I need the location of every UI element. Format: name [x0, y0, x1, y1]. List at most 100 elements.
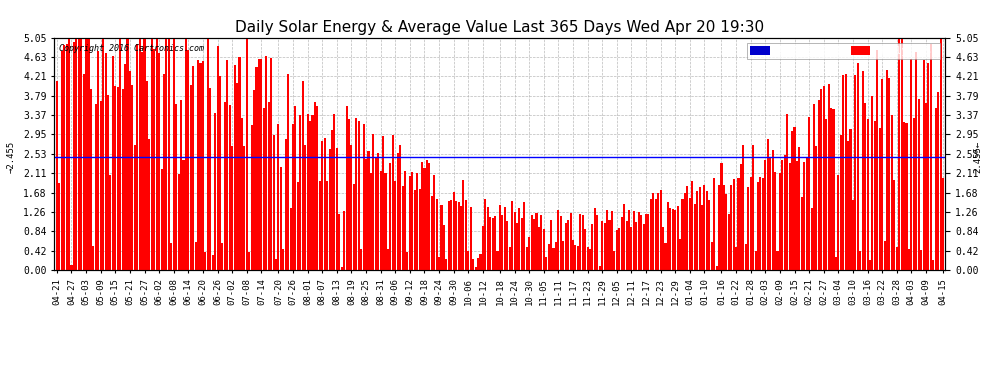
Bar: [107, 95, 109, 270]
Bar: [112, 56, 114, 270]
Bar: [452, 192, 454, 270]
Bar: [250, 125, 252, 270]
Bar: [319, 181, 321, 270]
Bar: [803, 162, 805, 270]
Bar: [163, 74, 165, 270]
Bar: [414, 190, 416, 270]
Bar: [516, 223, 518, 270]
Bar: [903, 122, 905, 270]
Bar: [372, 134, 374, 270]
Bar: [604, 223, 606, 270]
Bar: [938, 92, 940, 270]
Bar: [888, 78, 890, 270]
Bar: [908, 249, 910, 270]
Bar: [731, 185, 733, 270]
Bar: [324, 138, 326, 270]
Bar: [73, 42, 75, 270]
Bar: [277, 124, 279, 270]
Bar: [930, 44, 932, 270]
Bar: [172, 38, 175, 270]
Bar: [713, 178, 715, 270]
Bar: [265, 56, 267, 270]
Bar: [791, 131, 793, 270]
Bar: [426, 160, 428, 270]
Bar: [594, 209, 596, 270]
Bar: [92, 246, 94, 270]
Bar: [742, 145, 744, 270]
Bar: [248, 252, 250, 270]
Bar: [224, 102, 226, 270]
Bar: [609, 220, 611, 270]
Bar: [474, 267, 476, 270]
Bar: [798, 147, 801, 270]
Bar: [365, 159, 367, 270]
Bar: [462, 180, 464, 270]
Bar: [541, 215, 543, 270]
Bar: [168, 38, 170, 270]
Bar: [519, 208, 521, 270]
Bar: [236, 83, 238, 270]
Legend: Average  ($), Daily  ($): Average ($), Daily ($): [747, 43, 940, 59]
Bar: [447, 201, 449, 270]
Bar: [312, 115, 314, 270]
Bar: [879, 128, 881, 270]
Bar: [297, 182, 299, 270]
Bar: [830, 108, 832, 270]
Bar: [813, 104, 815, 270]
Bar: [555, 242, 557, 270]
Bar: [586, 247, 589, 270]
Bar: [492, 218, 494, 270]
Bar: [209, 88, 211, 270]
Bar: [623, 204, 625, 270]
Bar: [828, 84, 830, 270]
Bar: [307, 114, 309, 270]
Bar: [940, 38, 941, 270]
Bar: [122, 89, 124, 270]
Bar: [883, 241, 886, 270]
Bar: [684, 193, 686, 270]
Bar: [511, 201, 513, 270]
Bar: [669, 208, 671, 270]
Bar: [177, 174, 179, 270]
Bar: [304, 145, 306, 270]
Bar: [467, 251, 469, 270]
Bar: [377, 153, 379, 270]
Bar: [280, 166, 282, 270]
Bar: [582, 215, 584, 270]
Bar: [443, 225, 445, 270]
Bar: [652, 193, 654, 270]
Bar: [187, 50, 189, 270]
Bar: [379, 171, 382, 270]
Bar: [918, 99, 920, 270]
Bar: [329, 149, 331, 270]
Bar: [180, 100, 182, 270]
Bar: [424, 168, 426, 270]
Bar: [579, 213, 581, 270]
Bar: [197, 60, 199, 270]
Bar: [394, 181, 396, 270]
Bar: [842, 75, 844, 270]
Bar: [350, 145, 352, 270]
Bar: [557, 210, 559, 270]
Bar: [246, 38, 248, 270]
Bar: [419, 189, 421, 270]
Bar: [484, 199, 486, 270]
Bar: [334, 114, 336, 270]
Bar: [499, 205, 501, 270]
Bar: [450, 201, 452, 270]
Bar: [796, 161, 798, 270]
Bar: [906, 123, 908, 270]
Bar: [282, 249, 284, 270]
Bar: [402, 186, 404, 270]
Bar: [346, 106, 347, 270]
Bar: [289, 209, 292, 270]
Bar: [336, 148, 338, 270]
Bar: [801, 197, 803, 270]
Bar: [110, 175, 112, 270]
Bar: [496, 251, 499, 270]
Bar: [153, 49, 155, 270]
Bar: [833, 110, 835, 270]
Bar: [769, 159, 771, 270]
Bar: [105, 53, 107, 270]
Bar: [754, 251, 756, 270]
